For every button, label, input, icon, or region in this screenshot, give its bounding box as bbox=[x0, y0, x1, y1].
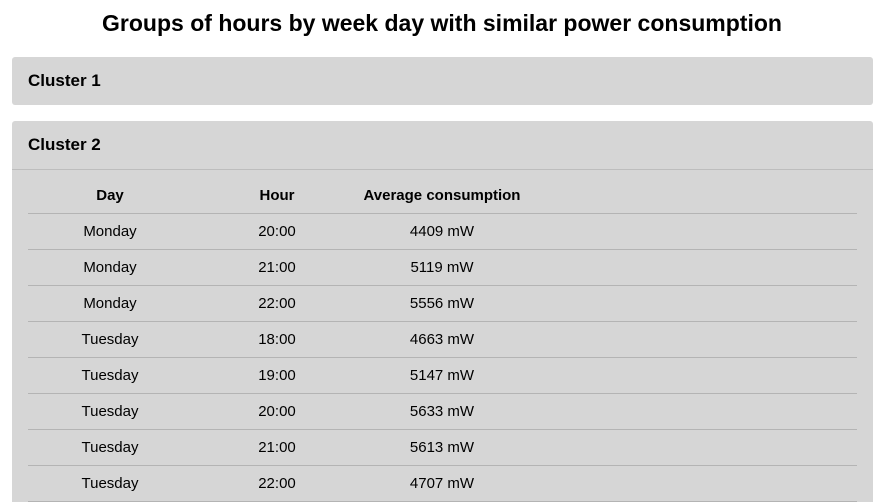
average-consumption-cell: 5119 mW bbox=[410, 259, 474, 276]
cluster-1-panel: Cluster 1 bbox=[12, 57, 873, 105]
day-cell: Monday bbox=[83, 223, 137, 240]
day-cell: Tuesday bbox=[81, 367, 139, 384]
hour-cell: 20:00 bbox=[258, 223, 296, 240]
hour-cell: 19:00 bbox=[258, 367, 296, 384]
average-consumption-cell: 4409 mW bbox=[409, 223, 475, 240]
column-header-hour: Hour bbox=[259, 187, 295, 204]
day-cell: Monday bbox=[83, 295, 137, 312]
hour-cell: 22:00 bbox=[258, 475, 296, 492]
day-cell: Tuesday bbox=[81, 439, 139, 456]
hour-cell: 21:00 bbox=[258, 259, 296, 276]
day-cell: Tuesday bbox=[81, 403, 139, 420]
column-header-day: Day bbox=[96, 187, 124, 204]
column-header-average-consumption: Average consumption bbox=[363, 187, 521, 204]
table-row: Tuesday 20:00 5633 mW bbox=[28, 394, 857, 430]
hour-cell: 22:00 bbox=[258, 295, 296, 312]
table-row: Monday 22:00 5556 mW bbox=[28, 286, 857, 322]
average-consumption-cell: 5633 mW bbox=[409, 403, 475, 420]
cluster-2-label: Cluster 2 bbox=[28, 135, 101, 154]
table-row: Tuesday 19:00 5147 mW bbox=[28, 358, 857, 394]
average-consumption-cell: 5147 mW bbox=[409, 367, 475, 384]
page-title: Groups of hours by week day with similar… bbox=[102, 10, 782, 36]
hour-cell: 20:00 bbox=[258, 403, 296, 420]
average-consumption-cell: 4663 mW bbox=[409, 331, 475, 348]
cluster-1-header[interactable]: Cluster 1 bbox=[12, 57, 873, 105]
table-header-row: Day Hour Average consumption bbox=[28, 178, 857, 214]
table-row: Monday 20:00 4409 mW bbox=[28, 214, 857, 250]
cluster-1-label: Cluster 1 bbox=[28, 71, 101, 90]
day-cell: Tuesday bbox=[81, 475, 139, 492]
table-row: Monday 21:00 5119 mW bbox=[28, 250, 857, 286]
consumption-table: Day Hour Average consumption Monday 20:0… bbox=[28, 178, 857, 502]
table-row: Tuesday 21:00 5613 mW bbox=[28, 430, 857, 466]
day-cell: Monday bbox=[83, 259, 137, 276]
average-consumption-cell: 4707 mW bbox=[409, 475, 475, 492]
table-row: Tuesday 18:00 4663 mW bbox=[28, 322, 857, 358]
average-consumption-cell: 5613 mW bbox=[409, 439, 475, 456]
day-cell: Tuesday bbox=[81, 331, 139, 348]
average-consumption-cell: 5556 mW bbox=[409, 295, 475, 312]
cluster-2-header[interactable]: Cluster 2 bbox=[12, 121, 873, 170]
hour-cell: 21:00 bbox=[258, 439, 296, 456]
table-row: Tuesday 22:00 4707 mW bbox=[28, 466, 857, 502]
hour-cell: 18:00 bbox=[258, 331, 296, 348]
cluster-2-panel: Cluster 2 Day Hour Average consumption M… bbox=[12, 121, 873, 502]
